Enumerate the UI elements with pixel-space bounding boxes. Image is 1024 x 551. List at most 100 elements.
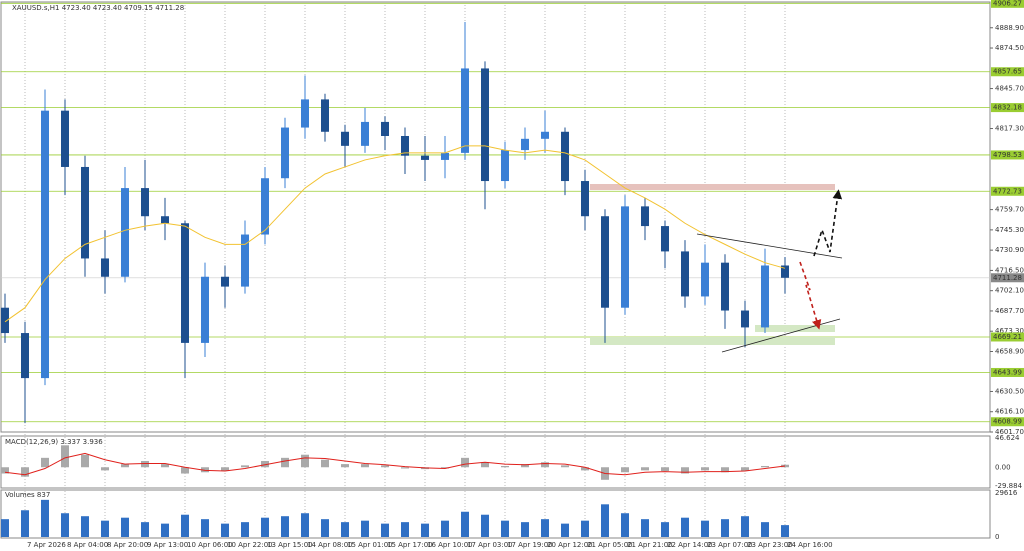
volume-bar bbox=[261, 517, 269, 537]
candle-body bbox=[441, 152, 449, 160]
volume-panel bbox=[0, 489, 991, 539]
candle-body bbox=[421, 155, 429, 160]
y-tick-label: 4630.50 bbox=[995, 387, 1024, 395]
candle-body bbox=[401, 135, 409, 156]
volume-bar bbox=[581, 520, 589, 537]
level-label: 4669.21 bbox=[993, 333, 1022, 341]
volume-bar bbox=[441, 520, 449, 537]
y-tick-label: 4888.90 bbox=[995, 24, 1024, 32]
y-tick-label: 4745.30 bbox=[995, 226, 1024, 234]
x-tick-label: 21 Apr 21:00 bbox=[627, 541, 673, 549]
x-tick-label: 22 Apr 14:00 bbox=[667, 541, 713, 549]
last-price-label: 4711.28 bbox=[993, 274, 1022, 282]
x-tick-label: 16 Apr 10:00 bbox=[427, 541, 473, 549]
candle-body bbox=[341, 131, 349, 146]
volume-bar bbox=[401, 522, 409, 537]
macd-bar bbox=[581, 467, 589, 471]
volume-bar bbox=[681, 517, 689, 537]
candle-body bbox=[201, 276, 209, 343]
candle-body bbox=[181, 223, 189, 343]
y-tick-label: 4730.90 bbox=[995, 246, 1024, 254]
macd-tick-label: 0.00 bbox=[995, 463, 1011, 471]
candle-body bbox=[261, 178, 269, 235]
volume-bar bbox=[561, 523, 569, 537]
level-label: 4643.99 bbox=[993, 368, 1022, 376]
candle-body bbox=[561, 131, 569, 182]
candle-body bbox=[741, 310, 749, 328]
candle-body bbox=[761, 265, 769, 328]
macd-bar bbox=[381, 465, 389, 468]
x-tick-label: 17 Apr 19:00 bbox=[507, 541, 553, 549]
candle-body bbox=[241, 234, 249, 287]
candle-body bbox=[661, 226, 669, 252]
volume-bar bbox=[41, 499, 49, 537]
volume-bar bbox=[741, 516, 749, 537]
macd-bar bbox=[541, 462, 549, 468]
candle-body bbox=[361, 121, 369, 146]
volume-bar bbox=[121, 517, 129, 537]
candle-body bbox=[521, 138, 529, 151]
y-tick-label: 4673.30 bbox=[995, 327, 1024, 335]
level-tag bbox=[991, 417, 1024, 427]
candle-body bbox=[41, 110, 49, 379]
candle-body bbox=[581, 181, 589, 217]
macd-signal bbox=[4, 452, 786, 476]
candle-body bbox=[541, 131, 549, 139]
volume-bar bbox=[541, 519, 549, 537]
moving-average bbox=[4, 145, 786, 323]
macd-bar bbox=[741, 467, 749, 472]
macd-bar bbox=[301, 454, 309, 468]
candle-body bbox=[21, 333, 29, 379]
volume-bar bbox=[101, 520, 109, 537]
macd-bar bbox=[61, 445, 69, 468]
candle-body bbox=[381, 121, 389, 136]
candle-body bbox=[721, 262, 729, 311]
volume-bar bbox=[621, 513, 629, 537]
macd-tick-label: -29.884 bbox=[995, 482, 1023, 490]
trendline-upper bbox=[696, 233, 843, 259]
y-tick-label: 4687.70 bbox=[995, 307, 1024, 315]
volume-bar bbox=[641, 519, 649, 537]
y-tick-label: 4716.50 bbox=[995, 266, 1024, 274]
volume-bar bbox=[201, 519, 209, 537]
x-tick-label: 13 Apr 15:00 bbox=[267, 541, 313, 549]
level-label: 4608.99 bbox=[993, 418, 1022, 426]
macd-bar bbox=[661, 467, 669, 472]
candle-body bbox=[481, 68, 489, 182]
volume-bar bbox=[221, 523, 229, 537]
level-tag bbox=[991, 103, 1024, 113]
volume-bar bbox=[181, 514, 189, 537]
macd-bar bbox=[481, 462, 489, 468]
candle-body bbox=[301, 99, 309, 128]
macd-bar bbox=[181, 467, 189, 474]
x-tick-label: 7 Apr 2026 bbox=[27, 541, 66, 549]
candle-body bbox=[121, 188, 129, 277]
candle-body bbox=[701, 262, 709, 297]
volume-bar bbox=[661, 522, 669, 537]
volume-bar bbox=[241, 522, 249, 537]
volume-bar bbox=[141, 522, 149, 537]
macd-bar bbox=[721, 467, 729, 473]
bullish-arrow bbox=[813, 189, 843, 257]
candle-body bbox=[681, 251, 689, 297]
macd-bar bbox=[681, 467, 689, 474]
volume-bar bbox=[781, 525, 789, 537]
candle-body bbox=[81, 166, 89, 259]
macd-bar bbox=[161, 464, 169, 468]
volume-bar bbox=[601, 504, 609, 537]
resistance-zone bbox=[590, 184, 835, 190]
macd-bar bbox=[81, 454, 89, 468]
volume-bar bbox=[321, 519, 329, 537]
macd-bar bbox=[641, 467, 649, 471]
volume-bar bbox=[761, 522, 769, 537]
volume-tick-label: 29616 bbox=[995, 489, 1018, 497]
volume-bar bbox=[421, 523, 429, 537]
macd-bar bbox=[321, 459, 329, 468]
macd-bar bbox=[621, 467, 629, 473]
y-tick-label: 4874.50 bbox=[995, 44, 1024, 52]
level-tag bbox=[991, 332, 1024, 342]
macd-bar bbox=[101, 467, 109, 471]
volume-bar bbox=[521, 522, 529, 537]
volume-bar bbox=[301, 513, 309, 537]
